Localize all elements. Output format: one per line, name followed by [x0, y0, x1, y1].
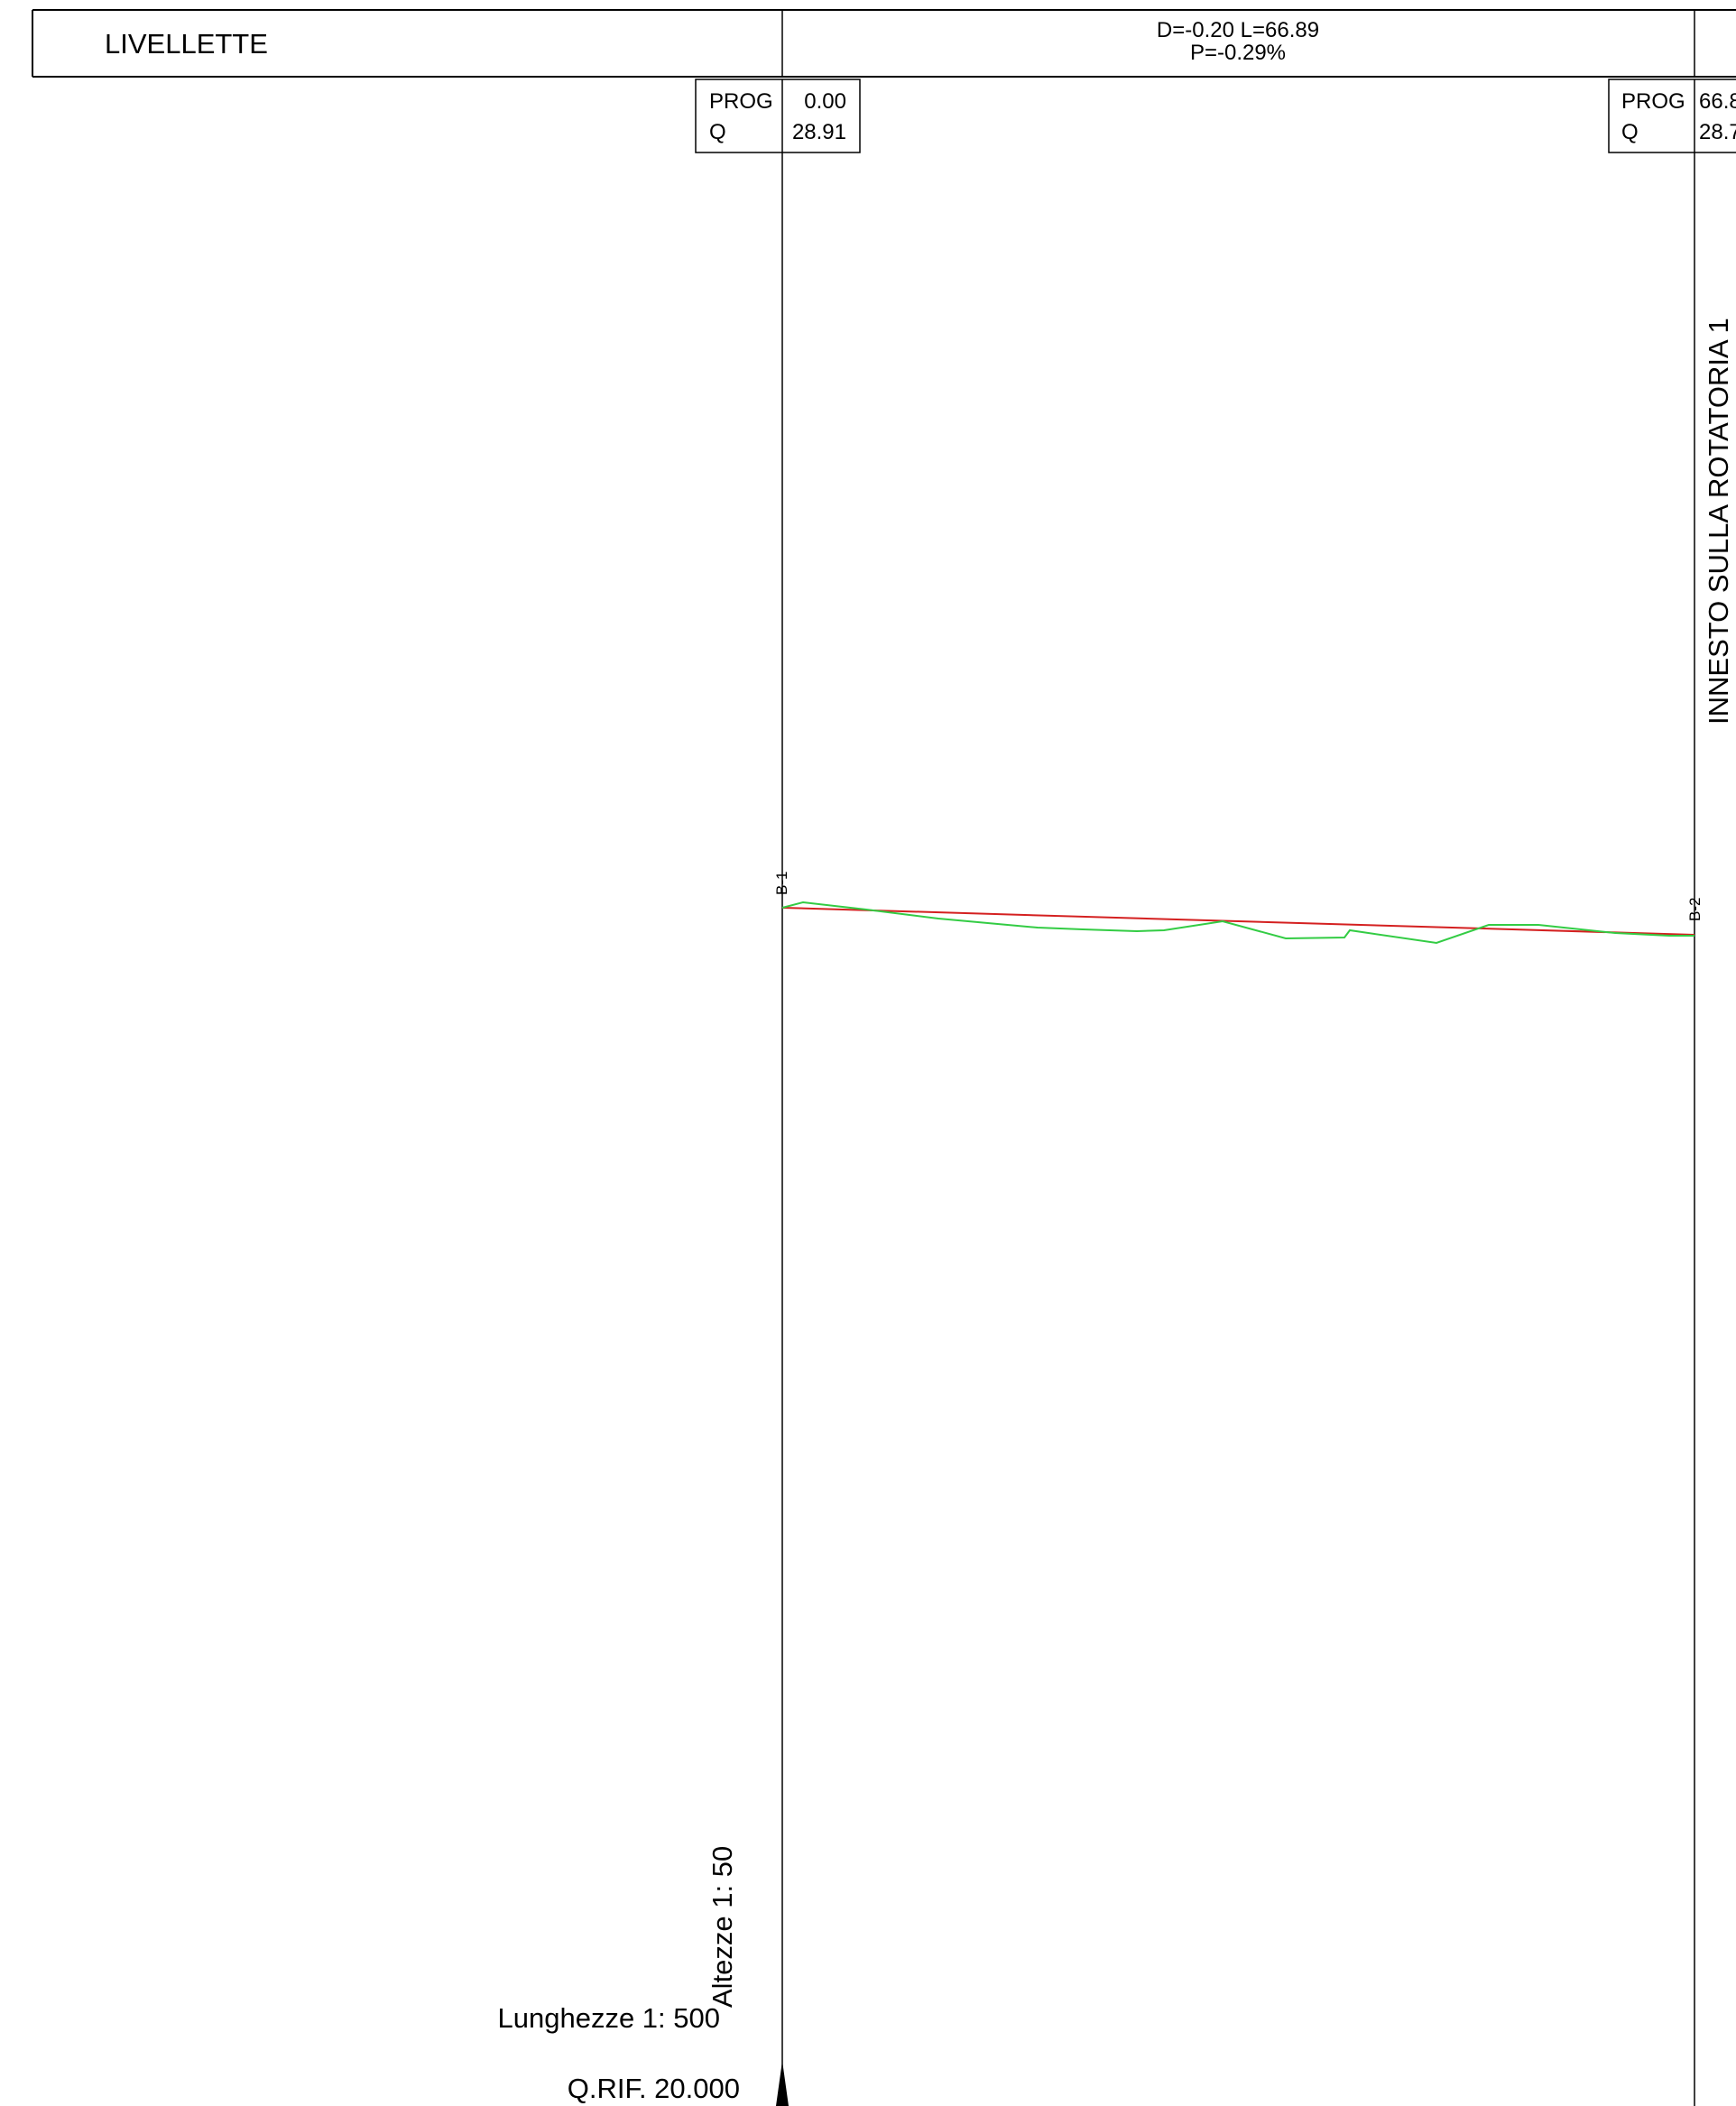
end-station-box: PROG 66.8 Q 28.7	[1608, 79, 1736, 153]
start-prog-label: PROG	[709, 89, 773, 114]
start-q-label: Q	[709, 120, 726, 144]
scale-heights: Altezze 1: 50	[706, 1846, 738, 2008]
segment-info-line2: P=-0.29%	[1190, 41, 1286, 65]
end-box-frame	[1608, 79, 1736, 153]
start-box-frame	[695, 79, 861, 153]
junction-label: INNESTO SULLA ROTATORIA 1	[1703, 318, 1734, 725]
marker-b1: B-1	[773, 872, 790, 895]
terrain-profile-line	[781, 901, 1694, 945]
header-title: LIVELLETTE	[105, 28, 268, 60]
header-band: LIVELLETTE D=-0.20 L=66.89 P=-0.29%	[32, 9, 1736, 78]
start-station-box: PROG 0.00 Q 28.91	[695, 79, 861, 153]
end-q-value: 28.7	[1699, 120, 1736, 144]
scale-lengths: Lunghezze 1: 500	[498, 2002, 721, 2034]
reference-elevation: Q.RIF. 20.000	[568, 2073, 740, 2104]
end-q-label: Q	[1621, 120, 1639, 144]
start-prog-value: 0.00	[804, 89, 846, 114]
reference-arrow-icon	[776, 2061, 789, 2106]
design-grade-line	[781, 907, 1695, 936]
end-prog-value: 66.8	[1699, 89, 1736, 114]
segment-info-line1: D=-0.20 L=66.89	[1157, 18, 1319, 42]
marker-b2: B-2	[1686, 898, 1704, 921]
end-prog-label: PROG	[1621, 89, 1685, 114]
start-q-value: 28.91	[792, 120, 846, 144]
